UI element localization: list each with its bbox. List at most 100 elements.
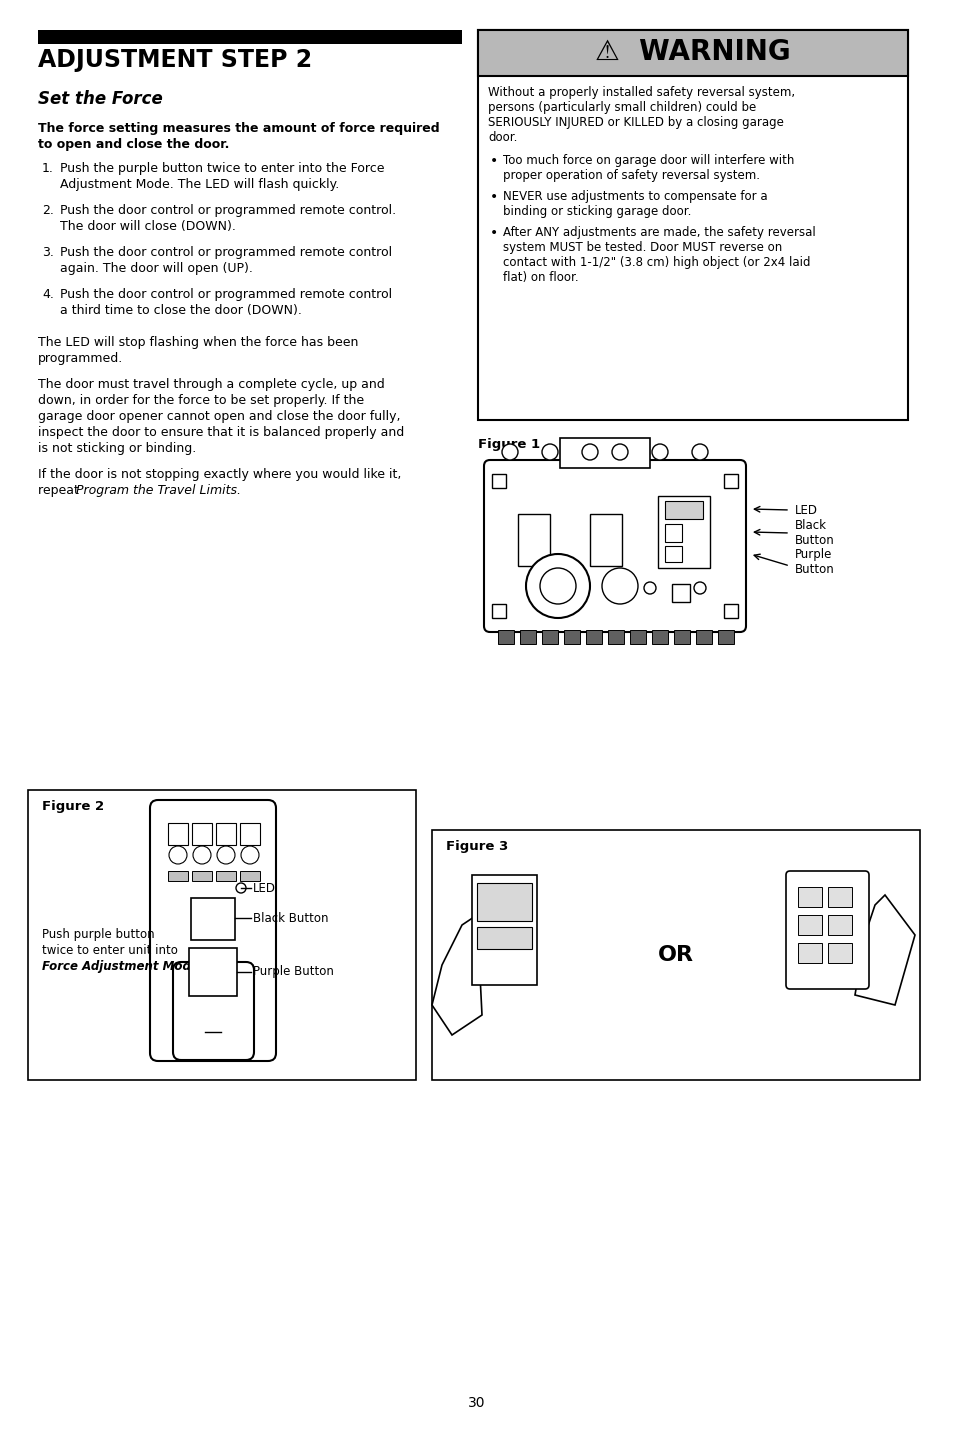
Text: 2.: 2. — [42, 205, 53, 218]
Bar — [797, 887, 821, 907]
Bar — [192, 823, 212, 844]
Bar — [629, 630, 645, 644]
Text: The LED will stop flashing when the force has been: The LED will stop flashing when the forc… — [38, 336, 358, 349]
Circle shape — [539, 568, 576, 604]
Bar — [38, 30, 461, 44]
Bar — [517, 514, 550, 567]
Bar — [168, 823, 188, 844]
Circle shape — [643, 582, 656, 594]
Bar — [607, 630, 623, 644]
Bar — [168, 871, 188, 881]
Text: Force Adjustment Mode: Force Adjustment Mode — [42, 960, 198, 973]
Circle shape — [612, 444, 627, 459]
Bar — [28, 790, 416, 1080]
Text: Figure 1: Figure 1 — [477, 438, 539, 451]
Bar — [658, 497, 709, 568]
Bar — [240, 871, 260, 881]
Bar — [673, 630, 689, 644]
Circle shape — [693, 582, 705, 594]
Circle shape — [241, 846, 258, 864]
Text: Figure 2: Figure 2 — [42, 800, 104, 813]
Circle shape — [651, 444, 667, 459]
Text: ⚠  WARNING: ⚠ WARNING — [595, 39, 790, 66]
Text: •: • — [490, 155, 497, 167]
Bar — [215, 823, 235, 844]
Circle shape — [691, 444, 707, 459]
Bar — [432, 830, 919, 1080]
Text: Black Button: Black Button — [253, 912, 328, 924]
Bar — [651, 630, 667, 644]
Bar — [723, 474, 738, 488]
Text: Figure 3: Figure 3 — [446, 840, 508, 853]
Text: Push the door control or programmed remote control: Push the door control or programmed remo… — [60, 288, 392, 301]
Text: LED: LED — [794, 504, 817, 517]
Bar — [718, 630, 733, 644]
Circle shape — [169, 846, 187, 864]
Bar — [492, 474, 505, 488]
Bar — [189, 947, 236, 996]
Bar — [563, 630, 579, 644]
Bar — [192, 871, 212, 881]
Bar — [723, 604, 738, 618]
Text: down, in order for the force to be set properly. If the: down, in order for the force to be set p… — [38, 394, 364, 406]
Circle shape — [235, 883, 246, 893]
Text: Too much force on garage door will interfere with: Too much force on garage door will inter… — [502, 155, 794, 167]
Text: 30: 30 — [468, 1397, 485, 1410]
Text: After ANY adjustments are made, the safety reversal: After ANY adjustments are made, the safe… — [502, 226, 815, 239]
Bar — [240, 823, 260, 844]
Text: 1.: 1. — [42, 162, 53, 175]
Circle shape — [601, 568, 638, 604]
Text: programmed.: programmed. — [38, 352, 123, 365]
Text: persons (particularly small children) could be: persons (particularly small children) co… — [488, 102, 756, 114]
Text: binding or sticking garage door.: binding or sticking garage door. — [502, 205, 691, 218]
Text: a third time to close the door (DOWN).: a third time to close the door (DOWN). — [60, 303, 301, 318]
Bar — [827, 914, 851, 934]
Circle shape — [525, 554, 589, 618]
Polygon shape — [854, 894, 914, 1005]
Circle shape — [193, 846, 211, 864]
Bar — [492, 604, 505, 618]
Circle shape — [581, 444, 598, 459]
Text: to open and close the door.: to open and close the door. — [38, 137, 229, 152]
Bar — [477, 30, 907, 421]
Text: flat) on floor.: flat) on floor. — [502, 270, 578, 283]
Bar — [477, 30, 907, 76]
Text: repeat: repeat — [38, 484, 83, 497]
Text: NEVER use adjustments to compensate for a: NEVER use adjustments to compensate for … — [502, 190, 767, 203]
Text: door.: door. — [488, 132, 517, 145]
Text: Program the Travel Limits.: Program the Travel Limits. — [76, 484, 241, 497]
Text: Adjustment Mode. The LED will flash quickly.: Adjustment Mode. The LED will flash quic… — [60, 177, 339, 190]
Text: Push the purple button twice to enter into the Force: Push the purple button twice to enter in… — [60, 162, 384, 175]
Bar — [664, 524, 681, 542]
Text: OR: OR — [658, 944, 693, 964]
Text: system MUST be tested. Door MUST reverse on: system MUST be tested. Door MUST reverse… — [502, 240, 781, 253]
Text: is not sticking or binding.: is not sticking or binding. — [38, 442, 196, 455]
Bar — [589, 514, 621, 567]
Bar — [476, 883, 532, 922]
FancyBboxPatch shape — [785, 871, 868, 989]
Text: Push the door control or programmed remote control.: Push the door control or programmed remo… — [60, 205, 395, 218]
Text: Push the door control or programmed remote control: Push the door control or programmed remo… — [60, 246, 392, 259]
Text: contact with 1-1/2" (3.8 cm) high object (or 2x4 laid: contact with 1-1/2" (3.8 cm) high object… — [502, 256, 810, 269]
Bar — [671, 584, 689, 602]
Text: ADJUSTMENT STEP 2: ADJUSTMENT STEP 2 — [38, 49, 312, 72]
Circle shape — [541, 444, 558, 459]
Text: The force setting measures the amount of force required: The force setting measures the amount of… — [38, 122, 439, 135]
Text: Purple Button: Purple Button — [253, 966, 334, 979]
Bar — [827, 943, 851, 963]
Text: inspect the door to ensure that it is balanced properly and: inspect the door to ensure that it is ba… — [38, 426, 404, 439]
Circle shape — [501, 444, 517, 459]
Text: Black
Button: Black Button — [794, 519, 834, 547]
Bar — [476, 927, 532, 949]
Text: The door must travel through a complete cycle, up and: The door must travel through a complete … — [38, 378, 384, 391]
Text: SERIOUSLY INJURED or KILLED by a closing garage: SERIOUSLY INJURED or KILLED by a closing… — [488, 116, 783, 129]
FancyBboxPatch shape — [483, 459, 745, 633]
Bar — [541, 630, 558, 644]
Text: If the door is not stopping exactly where you would like it,: If the door is not stopping exactly wher… — [38, 468, 401, 481]
Circle shape — [216, 846, 234, 864]
Text: twice to enter unit into: twice to enter unit into — [42, 944, 177, 957]
Text: again. The door will open (UP).: again. The door will open (UP). — [60, 262, 253, 275]
Bar — [696, 630, 711, 644]
Text: Push purple button: Push purple button — [42, 927, 154, 942]
Bar — [827, 887, 851, 907]
